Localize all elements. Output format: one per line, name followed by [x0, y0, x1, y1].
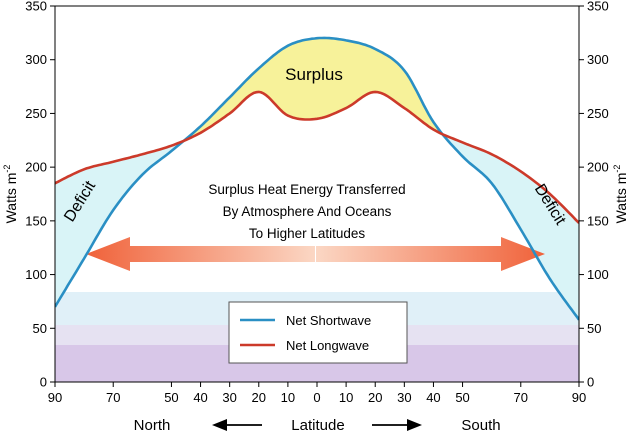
right-direction-arrow-icon — [372, 419, 422, 431]
y-tick-label-left: 100 — [25, 267, 47, 282]
x-tick-label: 70 — [514, 390, 528, 405]
x-tick-label: 20 — [368, 390, 382, 405]
transfer-note-line-2: By Atmosphere And Oceans — [223, 204, 392, 219]
y-tick-label-left: 200 — [25, 160, 47, 175]
left-direction-arrow-icon — [212, 419, 262, 431]
y-axis-right: 0 50 100 150 200 250 300 350 — [579, 0, 609, 390]
transfer-arrows — [86, 237, 545, 271]
x-axis: 90 70 50 40 30 20 10 0 10 20 30 40 50 70 90 — [48, 382, 586, 405]
latitude-axis-title: Latitude — [291, 417, 344, 434]
x-tick-label: 90 — [48, 390, 62, 405]
y-tick-label-right: 300 — [587, 52, 609, 67]
y-tick-label-right: 150 — [587, 213, 609, 228]
transfer-note-line-1: Surplus Heat Energy Transferred — [208, 182, 405, 197]
y-tick-label-right: 50 — [587, 321, 601, 336]
y-tick-label-left: 150 — [25, 213, 47, 228]
y-tick-label-left: 0 — [40, 375, 47, 390]
x-tick-label: 40 — [426, 390, 440, 405]
transfer-note: Surplus Heat Energy Transferred By Atmos… — [208, 182, 405, 241]
x-tick-label: 90 — [572, 390, 586, 405]
north-label: North — [134, 417, 171, 434]
x-tick-label: 10 — [281, 390, 295, 405]
right-arrow — [316, 237, 545, 271]
x-tick-label: 40 — [193, 390, 207, 405]
y-tick-label-left: 350 — [25, 0, 47, 14]
x-tick-label: 30 — [397, 390, 411, 405]
net-longwave-line — [55, 90, 579, 224]
deficit-left-area — [55, 140, 184, 307]
y-tick-label-left: 300 — [25, 52, 47, 67]
y-tick-label-left: 50 — [33, 321, 47, 336]
y-tick-label-right: 250 — [587, 106, 609, 121]
net-shortwave-line — [55, 36, 579, 321]
x-tick-label: 70 — [106, 390, 120, 405]
surplus-area — [186, 37, 441, 140]
legend: Net Shortwave Net Longwave — [228, 301, 408, 364]
y-axis-label-left: Watts m-2 — [2, 165, 19, 224]
y-tick-label-right: 0 — [587, 375, 594, 390]
y-tick-label-left: 250 — [25, 106, 47, 121]
x-tick-label: 50 — [164, 390, 178, 405]
y-axis-left: 0 50 100 150 200 250 300 350 — [25, 0, 55, 390]
legend-label-longwave: Net Longwave — [286, 338, 369, 353]
y-tick-label-right: 200 — [587, 160, 609, 175]
x-tick-label: 30 — [222, 390, 236, 405]
latitude-direction-row: North Latitude South — [134, 417, 501, 434]
y-tick-label-right: 100 — [587, 267, 609, 282]
x-tick-label: 0 — [313, 390, 320, 405]
legend-label-shortwave: Net Shortwave — [286, 313, 371, 328]
y-axis-label-right: Watts m-2 — [612, 165, 629, 224]
x-tick-label: 50 — [455, 390, 469, 405]
transfer-note-line-3: To Higher Latitudes — [249, 226, 366, 241]
x-tick-label: 10 — [339, 390, 353, 405]
y-tick-label-right: 350 — [587, 0, 609, 14]
south-label: South — [461, 417, 500, 434]
x-tick-label: 20 — [252, 390, 266, 405]
surplus-label: Surplus — [285, 65, 343, 84]
left-arrow — [86, 237, 315, 271]
legend-box — [228, 301, 408, 364]
